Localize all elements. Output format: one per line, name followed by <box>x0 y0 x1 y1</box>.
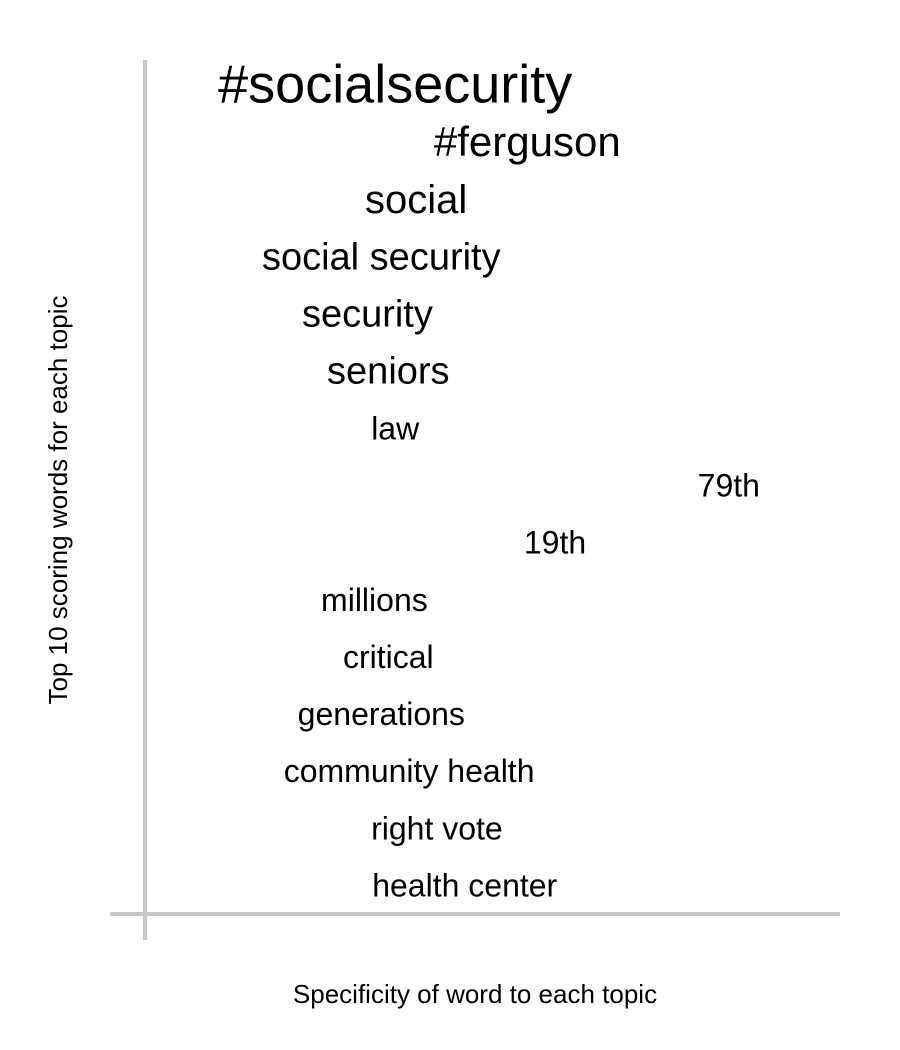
word-label: community health <box>284 753 535 789</box>
word-label: critical <box>343 639 434 675</box>
word-label: law <box>371 410 420 446</box>
word-label: 79th <box>698 467 760 503</box>
word-label: health center <box>372 867 557 903</box>
y-axis-label: Top 10 scoring words for each topic <box>43 296 73 705</box>
word-label: right vote <box>371 810 503 846</box>
words-layer: #socialsecurity#ferguson social social sec… <box>218 54 760 903</box>
word-label: social security <box>262 236 501 278</box>
word-label: social <box>365 178 467 222</box>
word-label: millions <box>321 582 428 618</box>
word-label: generations <box>298 696 465 732</box>
word-label: #socialsecurity <box>218 54 572 114</box>
word-label: 19th <box>524 525 586 561</box>
x-axis-label: Specificity of word to each topic <box>293 979 657 1009</box>
word-label: #ferguson <box>434 118 621 165</box>
word-label: security <box>302 294 433 336</box>
word-label: seniors <box>327 351 450 393</box>
